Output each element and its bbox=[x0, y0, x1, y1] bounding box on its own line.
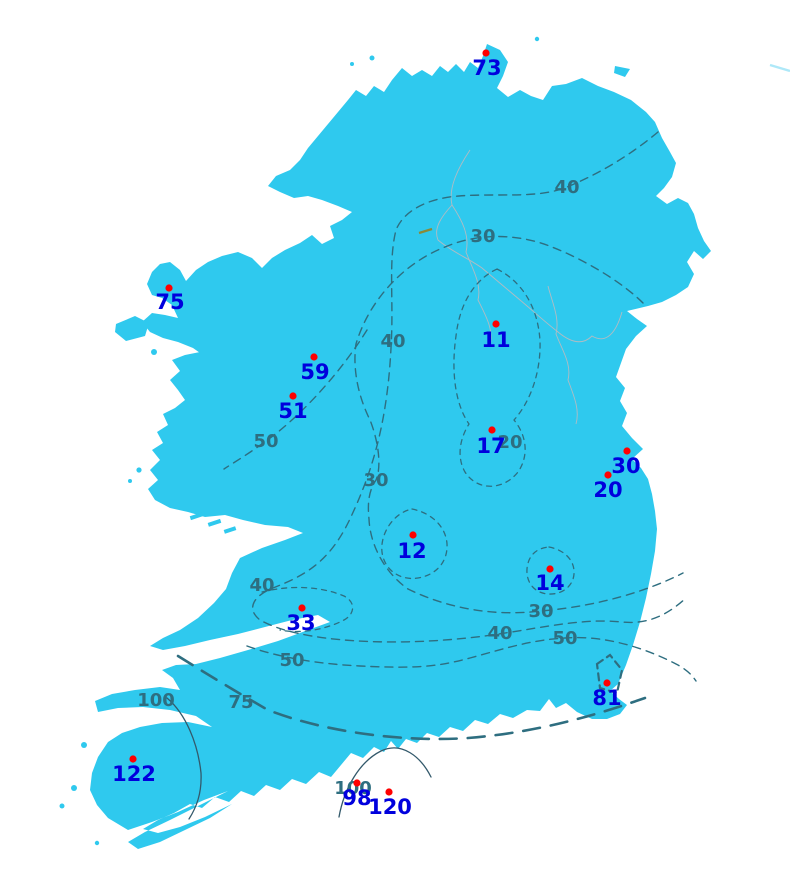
station-dot-icon bbox=[492, 320, 500, 328]
contour-value-label: 40 bbox=[249, 575, 274, 596]
isoline-loop bbox=[381, 508, 448, 580]
map-artifact-line bbox=[769, 63, 790, 73]
station-value-label: 17 bbox=[476, 434, 505, 458]
station-marker: 17 bbox=[476, 426, 506, 458]
station-value-label: 98 bbox=[342, 786, 371, 810]
contour-value-label: 50 bbox=[253, 431, 278, 452]
station-marker: 81 bbox=[592, 679, 622, 710]
station-marker: 11 bbox=[481, 320, 511, 352]
islet bbox=[71, 785, 77, 791]
station-marker: 122 bbox=[112, 755, 156, 786]
station-dot-icon bbox=[289, 392, 297, 400]
station-value-label: 122 bbox=[112, 762, 156, 786]
station-dot-icon bbox=[482, 49, 490, 57]
isoline-100 bbox=[338, 747, 432, 818]
contour-value-label: 75 bbox=[228, 692, 253, 713]
islet bbox=[94, 840, 100, 846]
station-marker: 33 bbox=[286, 604, 316, 635]
station-dot-icon bbox=[165, 284, 173, 292]
islet bbox=[534, 36, 540, 42]
islet bbox=[350, 62, 354, 66]
station-value-label: 33 bbox=[286, 611, 315, 635]
county-borders bbox=[436, 149, 623, 425]
contour-value-label: 30 bbox=[528, 601, 553, 622]
station-marker: 20 bbox=[593, 471, 623, 502]
contour-value-label: 50 bbox=[279, 650, 304, 671]
station-dot-icon bbox=[310, 353, 318, 361]
isoline-75 bbox=[176, 654, 647, 741]
contour-value-label: 40 bbox=[380, 331, 405, 352]
isoline-100 bbox=[166, 697, 202, 820]
islet bbox=[369, 55, 375, 61]
station-dot-icon bbox=[623, 447, 631, 455]
contour-value-label: 50 bbox=[552, 628, 577, 649]
islet bbox=[81, 742, 87, 748]
station-marker: 30 bbox=[611, 447, 641, 478]
station-dot-icon bbox=[546, 565, 554, 573]
isoline-20 bbox=[453, 268, 541, 487]
station-marker: 59 bbox=[300, 353, 330, 384]
islet bbox=[59, 803, 65, 809]
station-dot-icon bbox=[129, 755, 137, 763]
contour-value-label: 30 bbox=[470, 226, 495, 247]
contour-value-label: 20 bbox=[497, 432, 522, 453]
isoline-40 bbox=[251, 131, 688, 643]
station-value-label: 30 bbox=[611, 454, 640, 478]
island-rathlin bbox=[614, 66, 630, 77]
station-value-label: 120 bbox=[368, 795, 412, 819]
islet bbox=[128, 479, 132, 483]
station-value-label: 81 bbox=[592, 686, 621, 710]
islet bbox=[151, 349, 157, 355]
station-value-label: 75 bbox=[155, 290, 184, 314]
ireland-landmass bbox=[90, 44, 711, 849]
station-dot-icon bbox=[409, 531, 417, 539]
station-marker: 98 bbox=[342, 779, 372, 810]
contour-value-label: 100 bbox=[137, 690, 175, 711]
station-dot-icon bbox=[353, 779, 361, 787]
contour-value-label: 40 bbox=[487, 623, 512, 644]
station-dot-icon bbox=[385, 788, 393, 796]
station-dot-icon bbox=[488, 426, 496, 434]
station-value-label: 12 bbox=[397, 539, 426, 563]
isoline-50 bbox=[223, 329, 368, 470]
isoline-30 bbox=[354, 235, 684, 614]
isoline-contours bbox=[166, 131, 697, 820]
aran-islands bbox=[189, 511, 237, 534]
station-value-label: 51 bbox=[278, 399, 307, 423]
border-line bbox=[436, 149, 623, 343]
station-value-label: 73 bbox=[472, 56, 501, 80]
islet bbox=[136, 467, 142, 473]
landmass-group bbox=[59, 36, 711, 849]
contour-value-label: 100 bbox=[334, 778, 372, 799]
station-value-label: 11 bbox=[481, 328, 510, 352]
station-dot-icon bbox=[298, 604, 306, 612]
station-marker: 120 bbox=[368, 788, 412, 819]
station-marker: 51 bbox=[278, 392, 308, 423]
island-achill bbox=[115, 316, 149, 341]
station-marker: 73 bbox=[472, 49, 502, 80]
olive-tick bbox=[418, 227, 433, 235]
border-line bbox=[547, 285, 578, 425]
station-value-label: 20 bbox=[593, 478, 622, 502]
station-dot-icon bbox=[604, 471, 612, 479]
contour-value-label: 30 bbox=[363, 470, 388, 491]
station-marker: 12 bbox=[397, 531, 427, 563]
isoline-loop bbox=[526, 546, 575, 595]
contour-value-label: 40 bbox=[554, 177, 579, 198]
isoline-50 bbox=[246, 636, 697, 682]
station-dot-icon bbox=[603, 679, 611, 687]
station-marker: 75 bbox=[155, 284, 185, 314]
station-value-label: 14 bbox=[535, 571, 564, 595]
contour-label-layer: 40 30 40 50 20 30 40 30 40 50 50 75 100 100 bbox=[137, 177, 579, 799]
isoline-loop bbox=[595, 653, 624, 695]
station-marker: 14 bbox=[535, 565, 565, 595]
station-value-label: 59 bbox=[300, 360, 329, 384]
border-line bbox=[451, 204, 492, 347]
